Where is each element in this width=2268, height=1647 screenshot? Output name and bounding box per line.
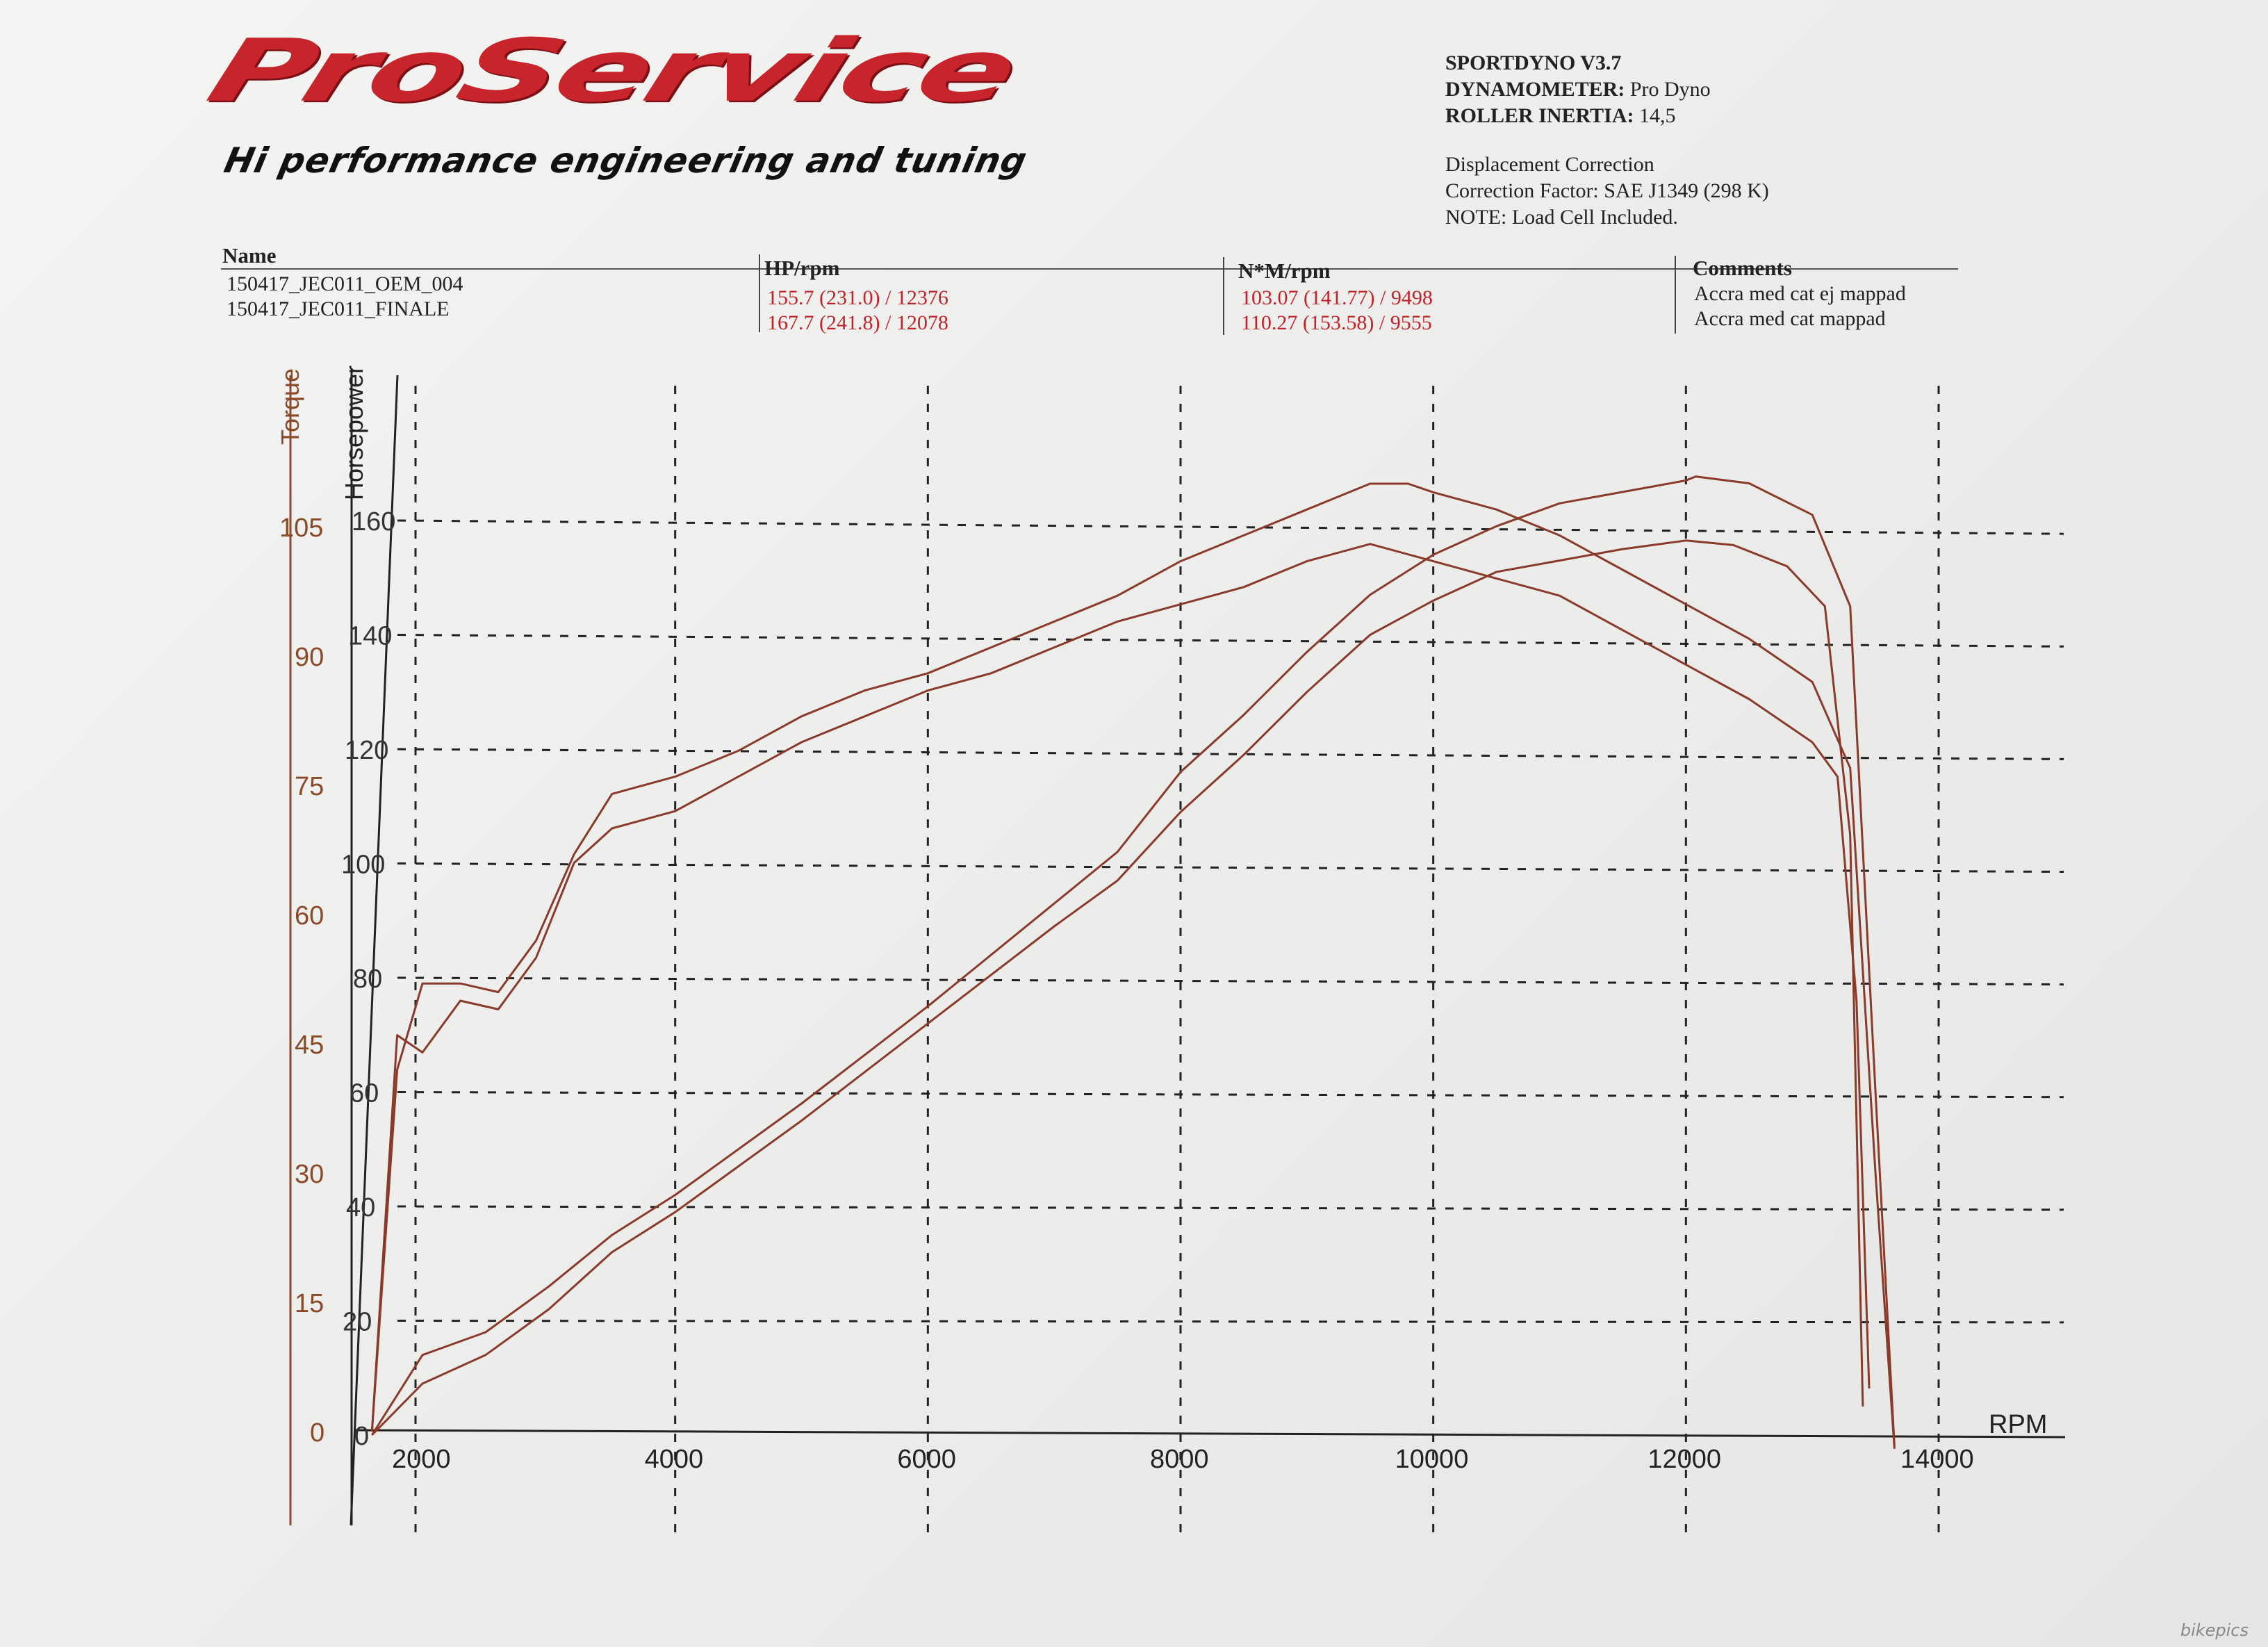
- hp-axis: [350, 375, 399, 1526]
- grid-line-horizontal: [397, 976, 2064, 986]
- grid-line-horizontal: [397, 1320, 2064, 1324]
- table-divider: [1675, 256, 1676, 334]
- header-nm: N*M/rpm: [1238, 259, 1331, 283]
- hp-tick-label: 20: [343, 1308, 372, 1337]
- grid-line-horizontal: [397, 748, 2064, 760]
- inertia-line: ROLLER INERTIA: 14,5: [1445, 103, 1769, 129]
- row-hp: 167.7 (241.8) / 12078: [767, 311, 948, 334]
- torque-curve-2: [370, 482, 1896, 1449]
- hp-tick-label: 60: [350, 1079, 379, 1108]
- grid-line-horizontal: [397, 634, 2064, 648]
- row-nm: 103.07 (141.77) / 9498: [1241, 286, 1433, 309]
- header-comments: Comments: [1693, 256, 1792, 280]
- dyno-info: SPORTDYNO V3.7 DYNAMOMETER: Pro Dyno ROL…: [1445, 50, 1769, 231]
- rpm-tick-label: 12000: [1647, 1445, 1721, 1474]
- torque-tick-label: 90: [295, 643, 324, 672]
- sportdyno-version: SPORTDYNO V3.7: [1445, 51, 1622, 74]
- grid-line-horizontal: [397, 519, 2064, 535]
- dynamometer-value: Pro Dyno: [1629, 78, 1711, 101]
- hp-tick-label: 0: [354, 1422, 369, 1451]
- torque-axis-title: Torque: [276, 368, 304, 445]
- grid-line-horizontal: [397, 862, 2064, 873]
- hp-tick-label: 80: [353, 965, 382, 994]
- horsepower-curve-4: [371, 475, 1896, 1447]
- grid-line-horizontal: [397, 1205, 2064, 1211]
- inertia-value: 14,5: [1639, 104, 1676, 127]
- hp-tick-label: 160: [352, 507, 395, 536]
- row-nm: 110.27 (153.58) / 9555: [1241, 311, 1432, 334]
- row-comment: Accra med cat ej mappad: [1694, 282, 1906, 305]
- torque-tick-label: 75: [295, 772, 324, 801]
- dynamometer-line: DYNAMOMETER: Pro Dyno: [1445, 76, 1769, 103]
- rpm-tick-label: 4000: [645, 1445, 704, 1474]
- horsepower-curve-3: [371, 539, 1864, 1436]
- hp-tick-label: 140: [348, 622, 392, 651]
- row-comment: Accra med cat mappad: [1694, 307, 1886, 330]
- row-hp: 155.7 (231.0) / 12376: [767, 286, 948, 309]
- rpm-axis-title: RPM: [1989, 1410, 2047, 1439]
- watermark: bikepics: [2180, 1621, 2249, 1640]
- torque-tick-label: 105: [279, 514, 323, 543]
- rpm-axis: [355, 1429, 2066, 1439]
- torque-tick-label: 30: [295, 1160, 324, 1189]
- rpm-tick-label: 8000: [1150, 1445, 1209, 1474]
- rpm-tick-label: 6000: [897, 1445, 956, 1474]
- inertia-label: ROLLER INERTIA:: [1445, 104, 1634, 127]
- displacement-correction: Displacement Correction: [1445, 153, 1654, 176]
- rpm-tick-label: 10000: [1395, 1445, 1469, 1474]
- load-cell-note: NOTE: Load Cell Included.: [1445, 206, 1678, 229]
- hp-tick-label: 100: [341, 851, 385, 880]
- table-divider: [759, 254, 760, 332]
- torque-tick-label: 60: [295, 901, 324, 931]
- rpm-tick-label: 14000: [1900, 1445, 1974, 1474]
- rpm-tick-label: 2000: [392, 1445, 451, 1474]
- table-divider: [1223, 257, 1224, 335]
- row-name: 150417_JEC011_FINALE: [227, 297, 450, 320]
- grid-line-horizontal: [397, 1091, 2064, 1099]
- run-table: Name HP/rpm N*M/rpm Comments 150417_JEC0…: [221, 242, 1958, 335]
- torque-tick-label: 45: [295, 1031, 324, 1060]
- header-name: Name: [222, 243, 277, 268]
- hp-tick-label: 120: [345, 736, 388, 765]
- hp-tick-label: 40: [346, 1193, 375, 1222]
- row-name: 150417_JEC011_OEM_004: [227, 272, 463, 295]
- header-hp: HP/rpm: [764, 256, 840, 280]
- correction-factor: Correction Factor: SAE J1349 (298 K): [1445, 179, 1769, 202]
- torque-curve-1: [370, 543, 1871, 1432]
- table-divider: [221, 268, 1958, 270]
- torque-tick-label: 15: [295, 1289, 324, 1318]
- hp-axis-title: Horsepower: [340, 366, 368, 500]
- torque-tick-label: 0: [310, 1418, 324, 1448]
- dynamometer-label: DYNAMOMETER:: [1445, 78, 1625, 101]
